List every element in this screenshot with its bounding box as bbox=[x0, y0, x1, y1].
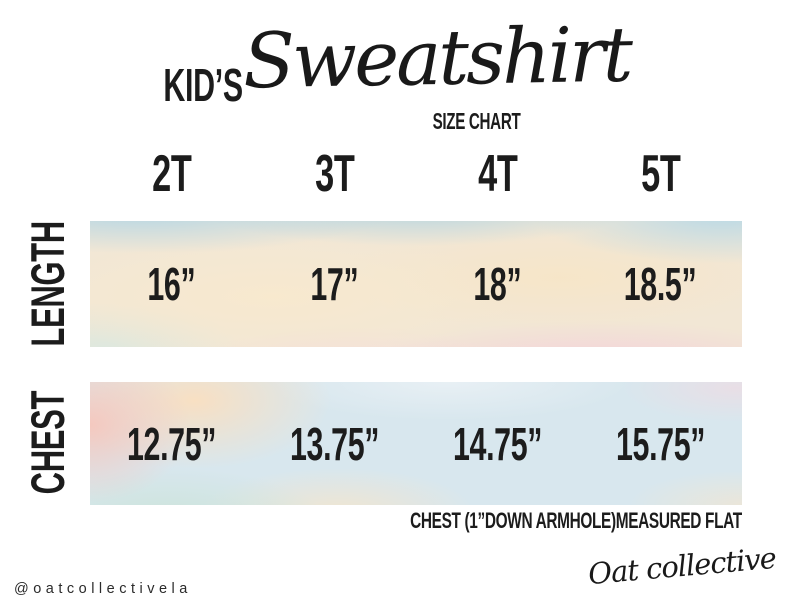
row-label-length: LENGTH bbox=[20, 221, 74, 347]
social-handle: @oatcollectivela bbox=[14, 581, 192, 597]
title-kicker-text: KID’S bbox=[163, 59, 243, 111]
row-label-chest: CHEST bbox=[20, 391, 74, 495]
chest-value-5t: 15.75” bbox=[615, 417, 706, 470]
length-value-2t: 16” bbox=[147, 258, 196, 310]
measurement-footnote: CHEST (1”DOWN ARMHOLE)MEASURED FLAT bbox=[410, 508, 742, 533]
length-value-5t: 18.5” bbox=[624, 258, 697, 310]
column-header-4t: 4T bbox=[477, 145, 518, 203]
column-header-5t: 5T bbox=[640, 145, 681, 203]
size-column-headers: 2T 3T 4T 5T bbox=[90, 146, 742, 202]
length-row-band: 16” 17” 18” 18.5” bbox=[90, 221, 742, 347]
title-subtitle-text: SIZE CHART bbox=[432, 108, 520, 134]
brand-signature: Oat collective bbox=[586, 540, 778, 592]
length-value-3t: 17” bbox=[310, 258, 359, 310]
title-subtitle: SIZE CHART bbox=[396, 110, 556, 133]
chest-value-3t: 13.75” bbox=[289, 417, 380, 470]
title-kicker: KID’S bbox=[138, 62, 268, 108]
chest-value-4t: 14.75” bbox=[452, 417, 543, 470]
column-header-2t: 2T bbox=[151, 145, 192, 203]
title-script: Sweatshirt bbox=[242, 9, 631, 106]
length-value-4t: 18” bbox=[473, 258, 522, 310]
chest-row-band: 12.75” 13.75” 14.75” 15.75” bbox=[90, 382, 742, 505]
column-header-3t: 3T bbox=[314, 145, 355, 203]
chest-value-2t: 12.75” bbox=[126, 417, 217, 470]
